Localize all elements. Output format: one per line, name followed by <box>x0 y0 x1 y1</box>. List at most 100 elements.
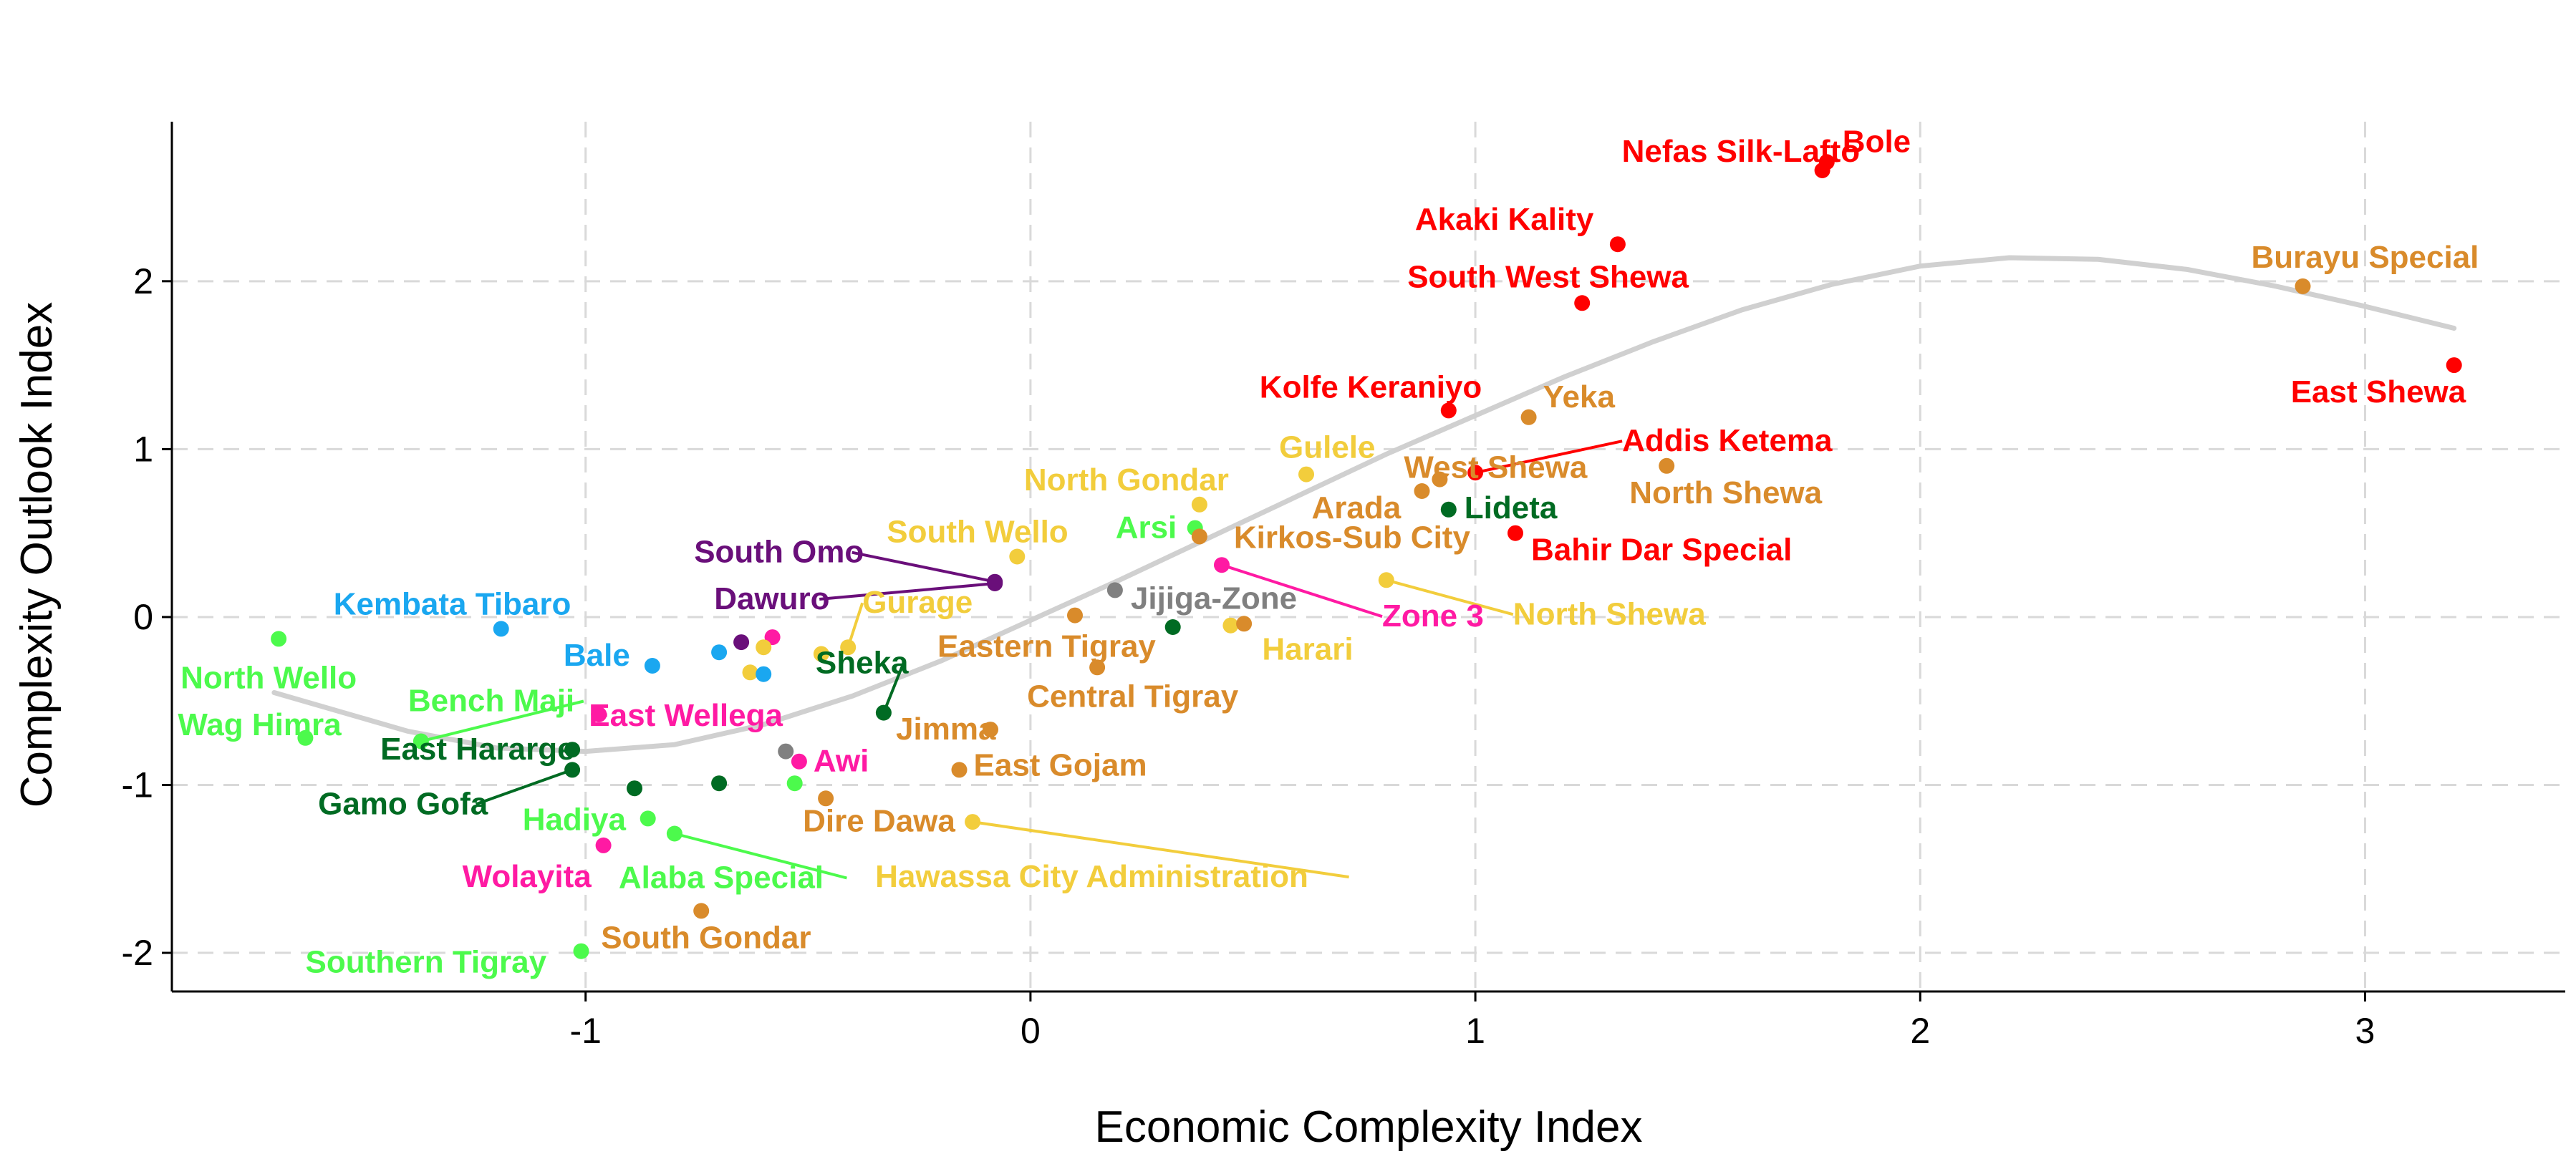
point-label: Gurage <box>862 585 973 620</box>
point-label: Arada <box>1312 490 1402 525</box>
point-unlabeled <box>1164 619 1181 635</box>
point-unlabeled <box>778 743 794 760</box>
point-central-tigray <box>1089 659 1106 676</box>
trend-curve-layer <box>271 255 2457 755</box>
point-east-hararge <box>564 742 581 758</box>
point-label: Sheka <box>816 646 909 681</box>
point-label: East Hararge <box>380 732 574 767</box>
x-tick-label: -1 <box>569 1011 601 1051</box>
point-label: Dire Dawa <box>803 803 955 838</box>
leader-line <box>819 582 995 601</box>
point-label: Awi <box>814 744 869 779</box>
ticks: -1 0 1 2 3 -2 -1 0 1 2 <box>122 261 2375 1051</box>
point-label: Alaba Special <box>619 860 824 896</box>
point-label: Wolayita <box>463 859 592 894</box>
point-gamo-gofa <box>564 762 581 778</box>
point-hadiya <box>640 810 656 827</box>
point-label: Bale <box>564 638 630 673</box>
point-label: West Shewa <box>1404 450 1587 485</box>
leader-line <box>1221 563 1383 619</box>
point-kirkos-sub-city <box>1191 528 1207 545</box>
point-unlabeled <box>764 629 781 646</box>
point-label: Hawassa City Administration <box>875 859 1308 894</box>
point-north-gondar <box>1191 496 1207 513</box>
point-label: Kirkos-Sub City <box>1234 520 1471 555</box>
point-bahir-dar-special <box>1508 525 1523 541</box>
point-unlabeled <box>733 634 750 651</box>
point-label: Central Tigray <box>1027 679 1239 714</box>
y-tick-label: 0 <box>133 597 153 637</box>
point-bale <box>644 658 660 674</box>
point-kolfe-keraniyo <box>1440 402 1457 419</box>
point-sheka <box>875 704 892 721</box>
point-label: Nefas Silk-Lafto <box>1622 134 1861 169</box>
point-label: South Omo <box>694 535 864 570</box>
point-nefas-silk-lafto <box>1814 163 1830 178</box>
point-dire-dawa <box>818 790 834 807</box>
point-gurage <box>840 639 857 656</box>
y-tick-label: -2 <box>122 933 153 973</box>
point-label: Bench Maji <box>408 684 574 719</box>
axes <box>170 122 2565 993</box>
x-tick-label: 1 <box>1465 1011 1485 1051</box>
point-label: Bahir Dar Special <box>1531 533 1792 568</box>
point-arada <box>1414 483 1430 499</box>
point-label: Yeka <box>1543 379 1616 414</box>
point-label: South Gondar <box>601 920 811 955</box>
leader-line <box>1386 578 1514 616</box>
point-label: North Gondar <box>1024 462 1229 498</box>
x-axis-title: Economic Complexity Index <box>1095 1102 1643 1152</box>
point-label: Kolfe Keraniyo <box>1260 369 1482 404</box>
y-axis-title: Complexity Outlook Index <box>12 302 62 807</box>
point-label: Wag Himra <box>178 707 342 742</box>
leader-line <box>475 768 573 806</box>
point-unlabeled <box>786 775 803 792</box>
point-eastern-tigray <box>1067 607 1083 624</box>
point-unlabeled <box>627 780 642 797</box>
point-north-wello <box>271 631 287 647</box>
point-label: South Wello <box>887 515 1068 550</box>
data-points <box>271 154 2462 959</box>
point-unlabeled <box>711 644 728 661</box>
point-akaki-kality <box>1609 236 1626 253</box>
point-label: Addis Ketema <box>1622 423 1833 458</box>
leader-line <box>1475 440 1623 475</box>
point-label: East Wellega <box>589 698 783 733</box>
leader-line <box>972 820 1349 879</box>
point-label: Harari <box>1262 632 1353 667</box>
point-label: South West Shewa <box>1407 259 1689 294</box>
point-east-shewa <box>2446 357 2462 374</box>
point-yeka <box>1520 409 1537 425</box>
point-north-shewa <box>1659 457 1675 474</box>
point-unlabeled <box>813 646 829 662</box>
point-harari <box>1222 617 1239 634</box>
point-south-wello <box>1009 548 1026 565</box>
point-east-gojam <box>951 762 968 778</box>
point-burayu-special <box>2295 278 2311 294</box>
point-south-west-shewa <box>1574 295 1591 311</box>
point-south-gondar <box>693 903 710 919</box>
x-tick-label: 3 <box>2355 1011 2375 1051</box>
point-label: Eastern Tigray <box>937 629 1156 664</box>
y-tick-label: -1 <box>122 765 153 805</box>
point-hawassa-city-administration <box>965 814 981 830</box>
point-label: Gulele <box>1279 430 1376 465</box>
point-lideta <box>1440 501 1457 518</box>
point-label: North Shewa <box>1513 596 1706 631</box>
point-west-shewa <box>1432 471 1448 488</box>
point-kembata-tibaro <box>493 621 509 637</box>
point-label: Gamo Gofa <box>318 786 488 821</box>
x-tick-label: 2 <box>1910 1011 1930 1051</box>
y-tick-label: 1 <box>133 429 153 469</box>
point-bench-maji <box>413 733 429 750</box>
y-tick-label: 2 <box>133 261 153 301</box>
point-dawuro <box>987 576 1003 591</box>
point-label: Lideta <box>1465 490 1558 525</box>
point-label: East Shewa <box>2291 374 2466 409</box>
point-label: Jijiga-Zone <box>1131 581 1297 616</box>
point-label: Akaki Kality <box>1415 202 1594 237</box>
point-label: Kembata Tibaro <box>334 586 571 621</box>
point-label: East Gojam <box>974 747 1147 782</box>
point-east-wellega <box>591 707 607 722</box>
